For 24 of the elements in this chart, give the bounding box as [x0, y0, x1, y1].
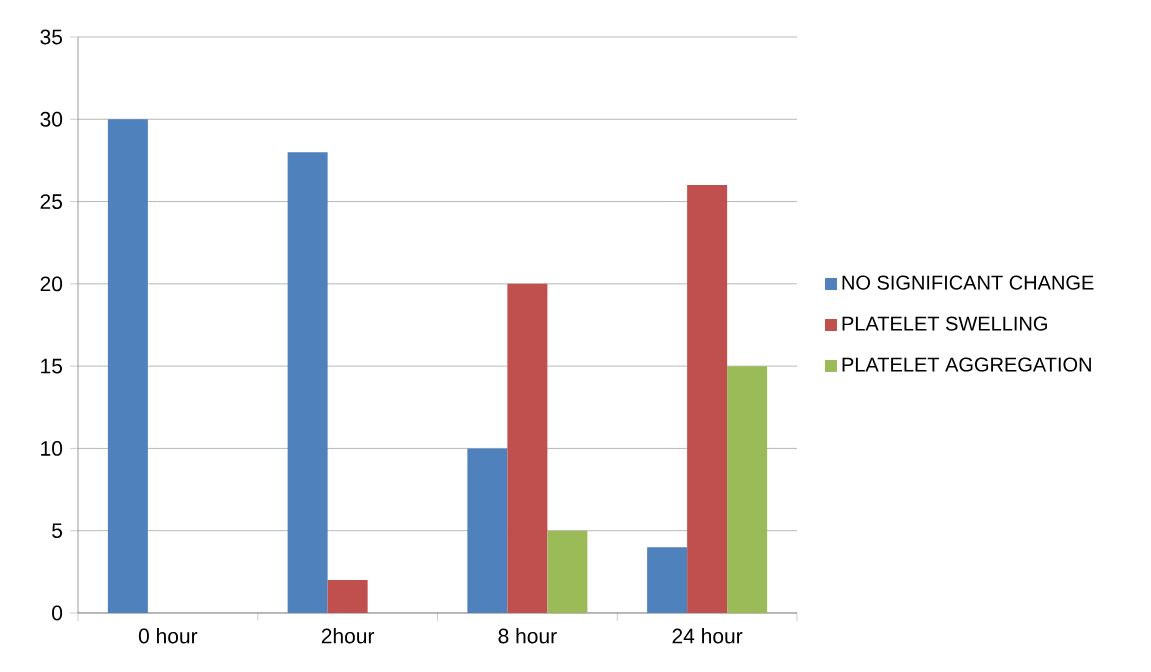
y-tick-label: 25	[40, 194, 63, 210]
x-tick-label: 0 hour	[138, 628, 198, 644]
y-tick-label: 10	[41, 440, 63, 456]
legend-label: PLATELET AGGREGATION	[842, 357, 1091, 372]
legend-label: PLATELET SWELLING	[842, 316, 1047, 331]
y-tick-label: 15	[41, 358, 63, 374]
bar	[547, 530, 588, 613]
x-tick-label: 24 hour	[672, 628, 743, 644]
bar	[287, 152, 328, 613]
bar	[727, 366, 768, 613]
bar	[647, 547, 688, 613]
y-tick-label: 0	[52, 605, 63, 621]
y-tick-label: 5	[52, 523, 63, 539]
legend-label: NO SIGNIFICANT CHANGE	[842, 275, 1094, 290]
y-tick-label: 30	[40, 111, 63, 127]
bar	[327, 580, 368, 613]
bar	[467, 448, 508, 613]
x-tick-label: 8 hour	[498, 628, 557, 644]
y-tick-label: 20	[40, 276, 63, 292]
bar	[687, 185, 728, 613]
bar	[107, 119, 148, 613]
bar	[507, 283, 548, 613]
y-tick-label: 35	[40, 29, 63, 45]
x-tick-label: 2hour	[321, 628, 375, 644]
